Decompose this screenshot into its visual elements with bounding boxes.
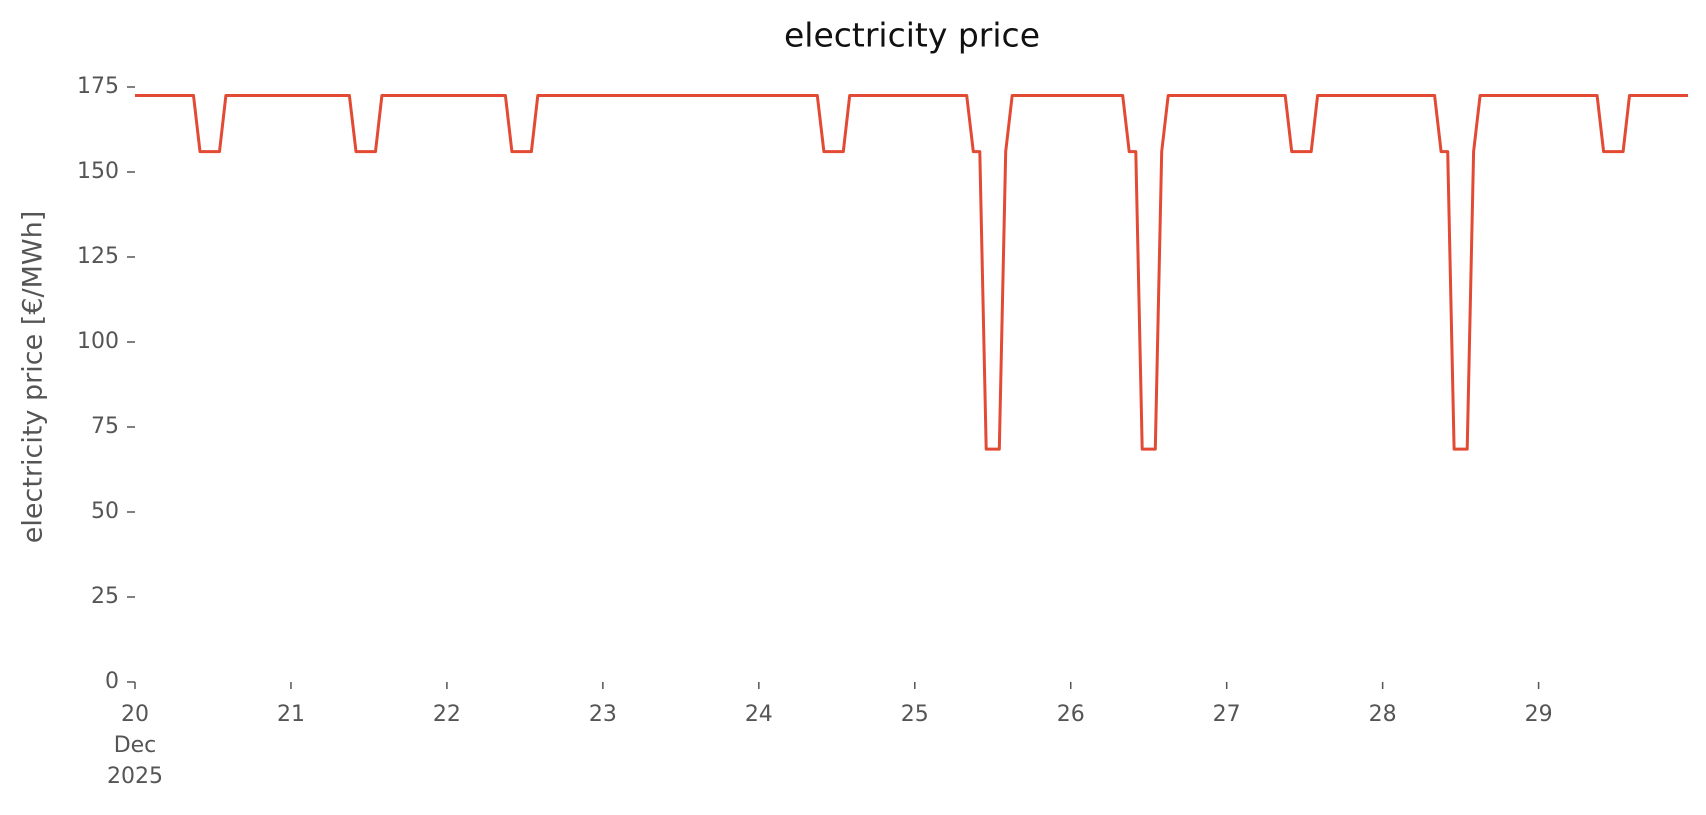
x-tick-label: 25 — [901, 702, 929, 727]
x-tick-label: 20 Dec 2025 — [107, 702, 163, 789]
y-tick-label: 0 — [105, 669, 119, 694]
y-tick-label: 125 — [77, 244, 119, 269]
y-axis-label: electricity price [€/MWh] — [18, 211, 49, 543]
x-tick-label: 27 — [1213, 702, 1241, 727]
x-tick-label: 26 — [1057, 702, 1085, 727]
x-tick-label: 24 — [745, 702, 773, 727]
y-tick-label: 100 — [77, 329, 119, 354]
price-line — [135, 94, 1688, 451]
x-tick-label: 21 — [277, 702, 305, 727]
y-tick-label: 25 — [91, 584, 119, 609]
x-tick-label: 28 — [1369, 702, 1397, 727]
y-tick-label: 150 — [77, 159, 119, 184]
y-tick-label: 75 — [91, 414, 119, 439]
y-tick-label: 50 — [91, 499, 119, 524]
chart-title: electricity price — [784, 16, 1040, 55]
x-tick-label: 22 — [433, 702, 461, 727]
x-tick-label: 23 — [589, 702, 617, 727]
y-tick-label: 175 — [77, 74, 119, 99]
x-tick-label: 29 — [1525, 702, 1553, 727]
